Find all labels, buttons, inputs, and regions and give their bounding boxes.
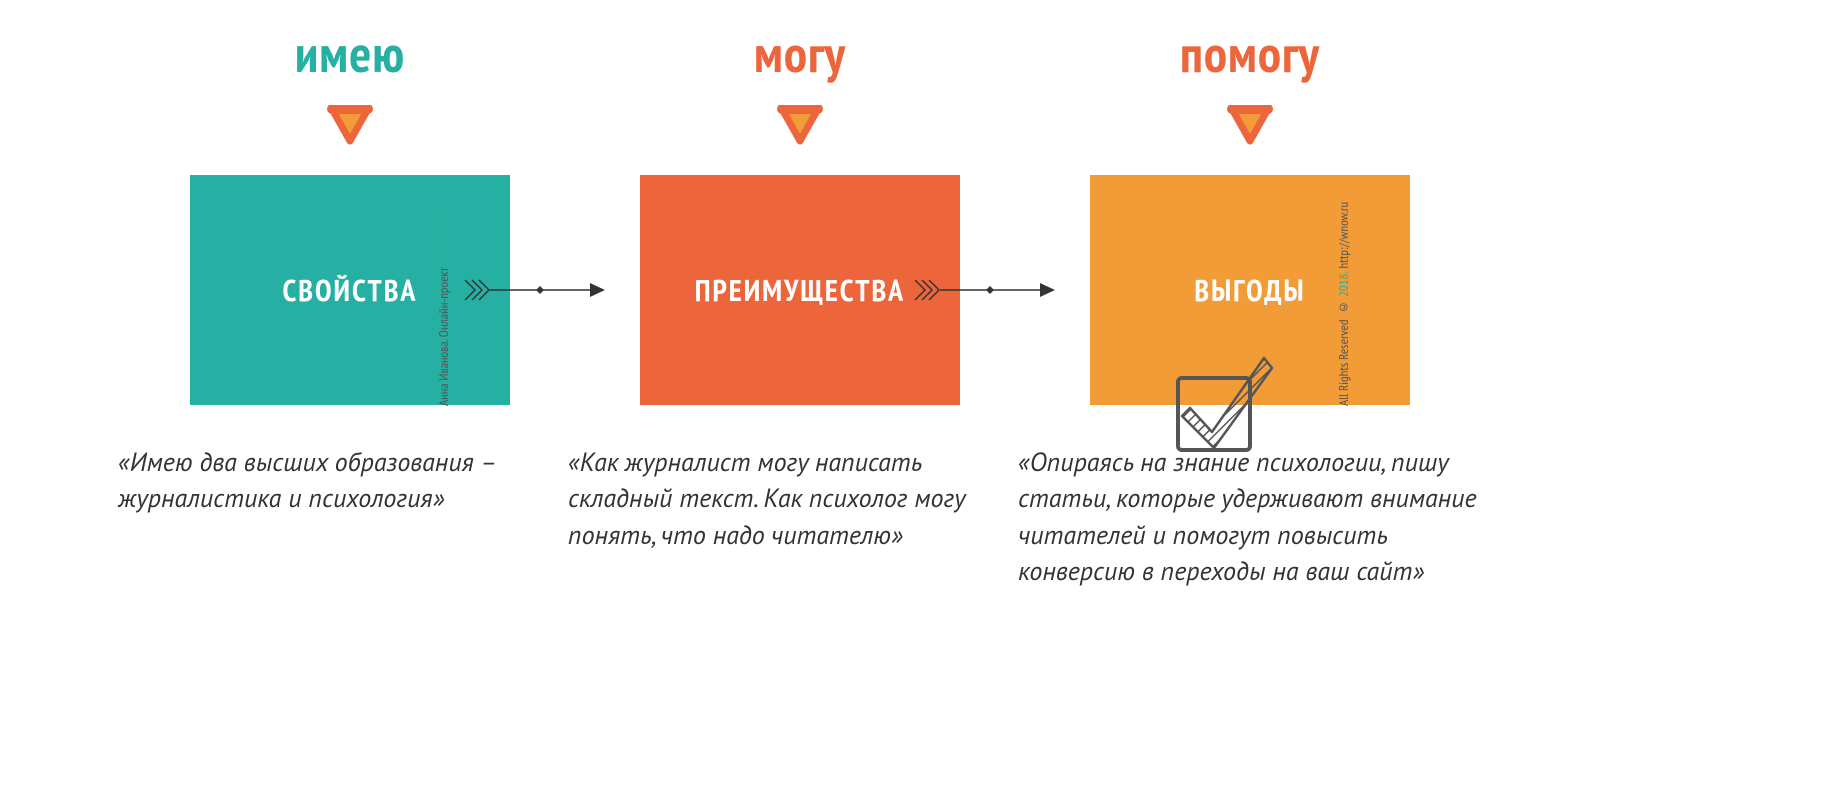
heading-can: могу [560,20,1040,87]
triangle-icon [1010,105,1490,147]
quote-can: «Как журналист могу написать складный те… [560,445,1040,554]
quote-have: «Имею два высших образования – журналист… [110,445,590,518]
attribution-col3: All Rights Reserved © 2018. http://wnow.… [1335,176,1352,406]
checkmark-icon [1160,340,1280,465]
column-help: помогу ВЫГОДЫ «Опираясь на знание психол… [1010,20,1490,591]
box-label-benefits: ВЫГОДЫ [1194,271,1305,310]
heading-help: помогу [1010,20,1490,87]
box-label-advantages: ПРЕИМУЩЕСТВА [695,271,905,310]
box-label-properties: СВОЙСТВА [283,271,418,310]
quote-help: «Опираясь на знание психологии, пишу ста… [1010,445,1490,591]
attribution-col1: Анна Иванова. Онлайн-проект WriteNow. [435,176,452,406]
heading-have: имею [110,20,590,87]
column-have: имею СВОЙСТВА «Имею два высших образован… [110,20,590,518]
triangle-icon [110,105,590,147]
triangle-icon [560,105,1040,147]
